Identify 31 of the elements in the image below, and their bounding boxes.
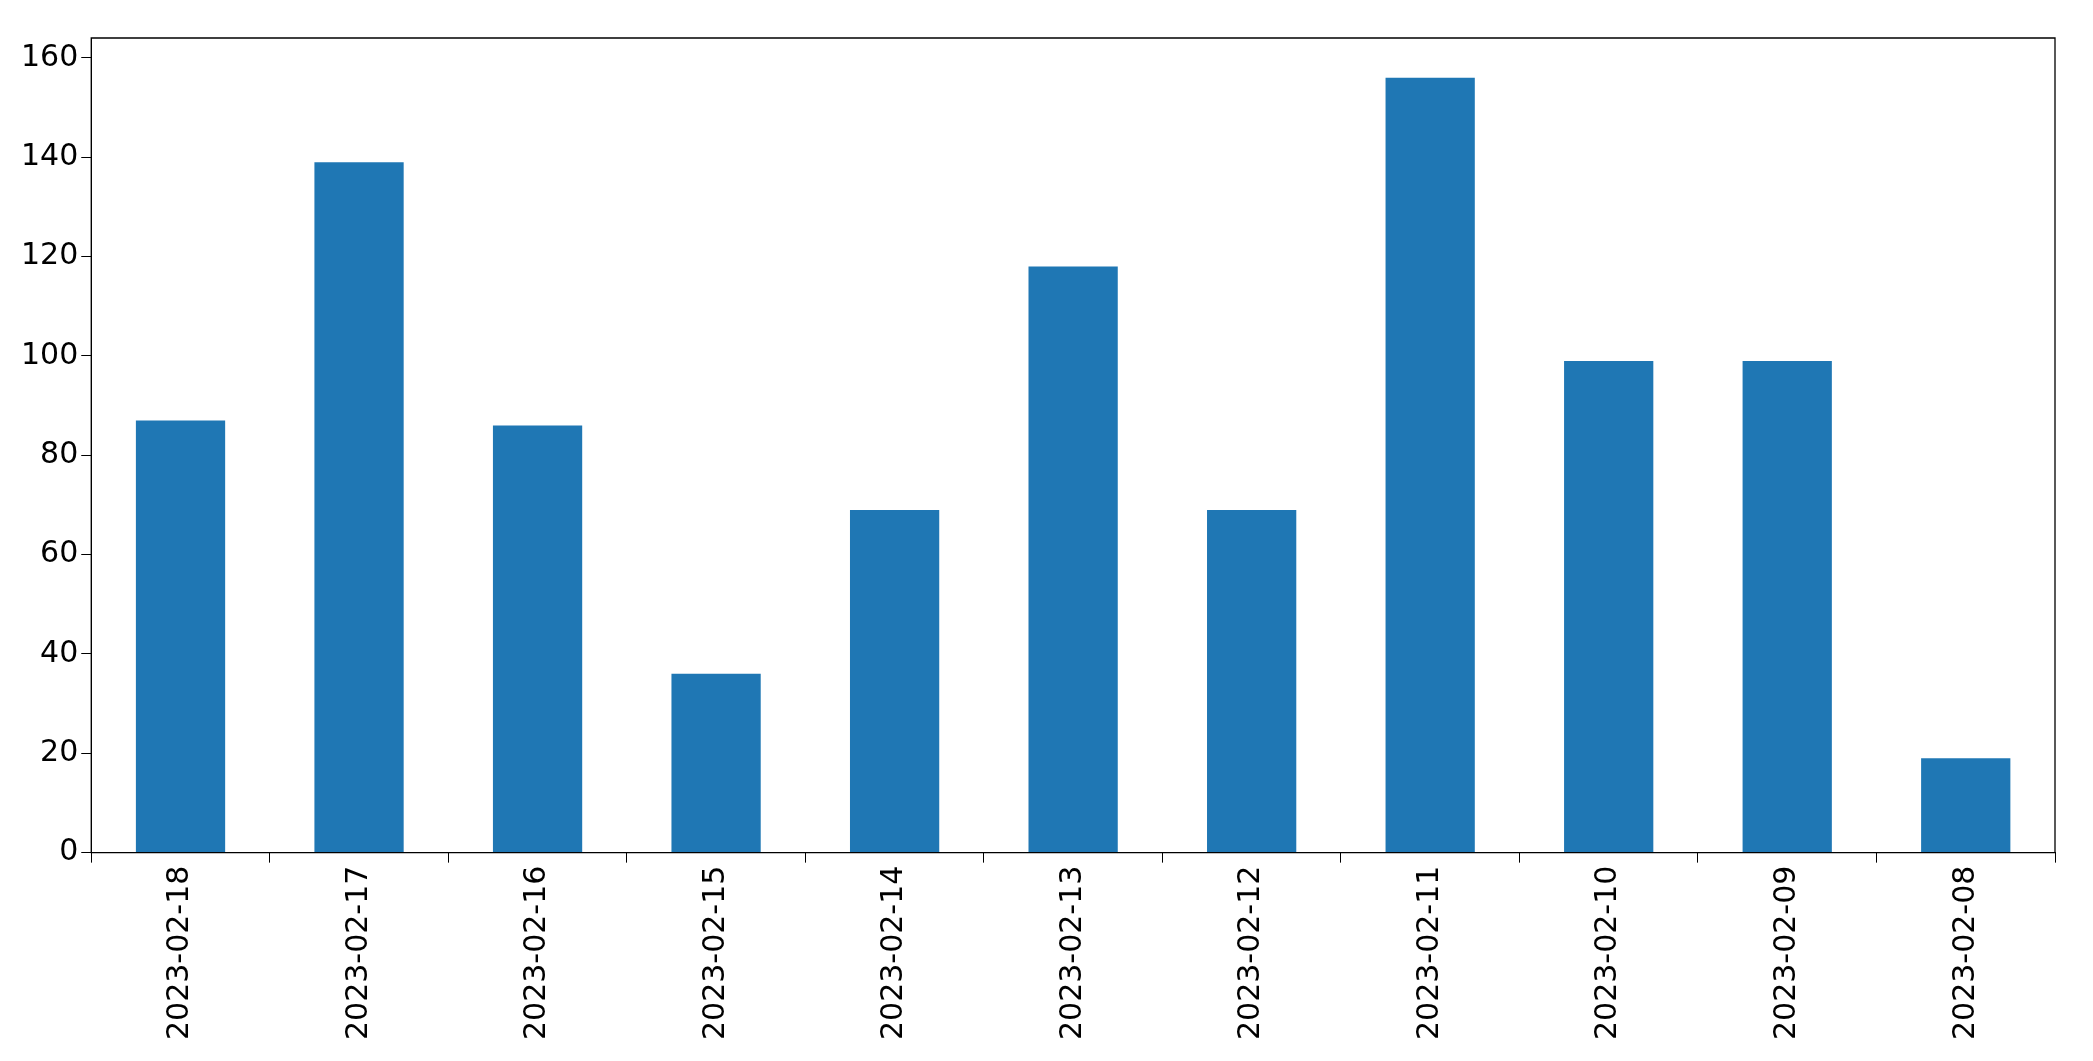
y-tick-label: 120 bbox=[21, 236, 79, 272]
bar bbox=[1385, 77, 1475, 853]
bar bbox=[492, 425, 583, 853]
y-tick-label: 100 bbox=[21, 335, 79, 371]
bar bbox=[1742, 360, 1832, 853]
x-tick-label: 2023-02-12 bbox=[1231, 865, 1267, 1041]
bar bbox=[671, 673, 761, 853]
bar bbox=[135, 420, 226, 853]
bar bbox=[1207, 509, 1297, 853]
bar bbox=[1028, 266, 1118, 853]
y-tick-label: 0 bbox=[59, 832, 79, 868]
x-tick-label: 2023-02-14 bbox=[874, 865, 910, 1041]
x-tick-label: 2023-02-17 bbox=[338, 865, 374, 1041]
x-tick-label: 2023-02-15 bbox=[695, 865, 731, 1041]
y-tick-label: 140 bbox=[21, 137, 79, 173]
x-tick-label: 2023-02-13 bbox=[1052, 865, 1088, 1041]
y-tick-label: 80 bbox=[40, 435, 79, 471]
bar bbox=[1921, 758, 2011, 853]
bar bbox=[849, 509, 940, 853]
bar bbox=[314, 162, 404, 853]
y-tick-label: 20 bbox=[40, 733, 79, 769]
x-tick-label: 2023-02-16 bbox=[517, 865, 553, 1041]
y-tick-label: 40 bbox=[40, 633, 79, 669]
x-tick-label: 2023-02-18 bbox=[160, 865, 196, 1041]
y-tick-label: 160 bbox=[21, 37, 79, 73]
y-tick-label: 60 bbox=[40, 534, 79, 570]
bar bbox=[1564, 360, 1654, 853]
x-tick-label: 2023-02-08 bbox=[1945, 865, 1981, 1041]
x-tick-label: 2023-02-11 bbox=[1409, 865, 1445, 1041]
x-tick-label: 2023-02-10 bbox=[1588, 865, 1624, 1041]
x-tick-label: 2023-02-09 bbox=[1767, 865, 1803, 1041]
